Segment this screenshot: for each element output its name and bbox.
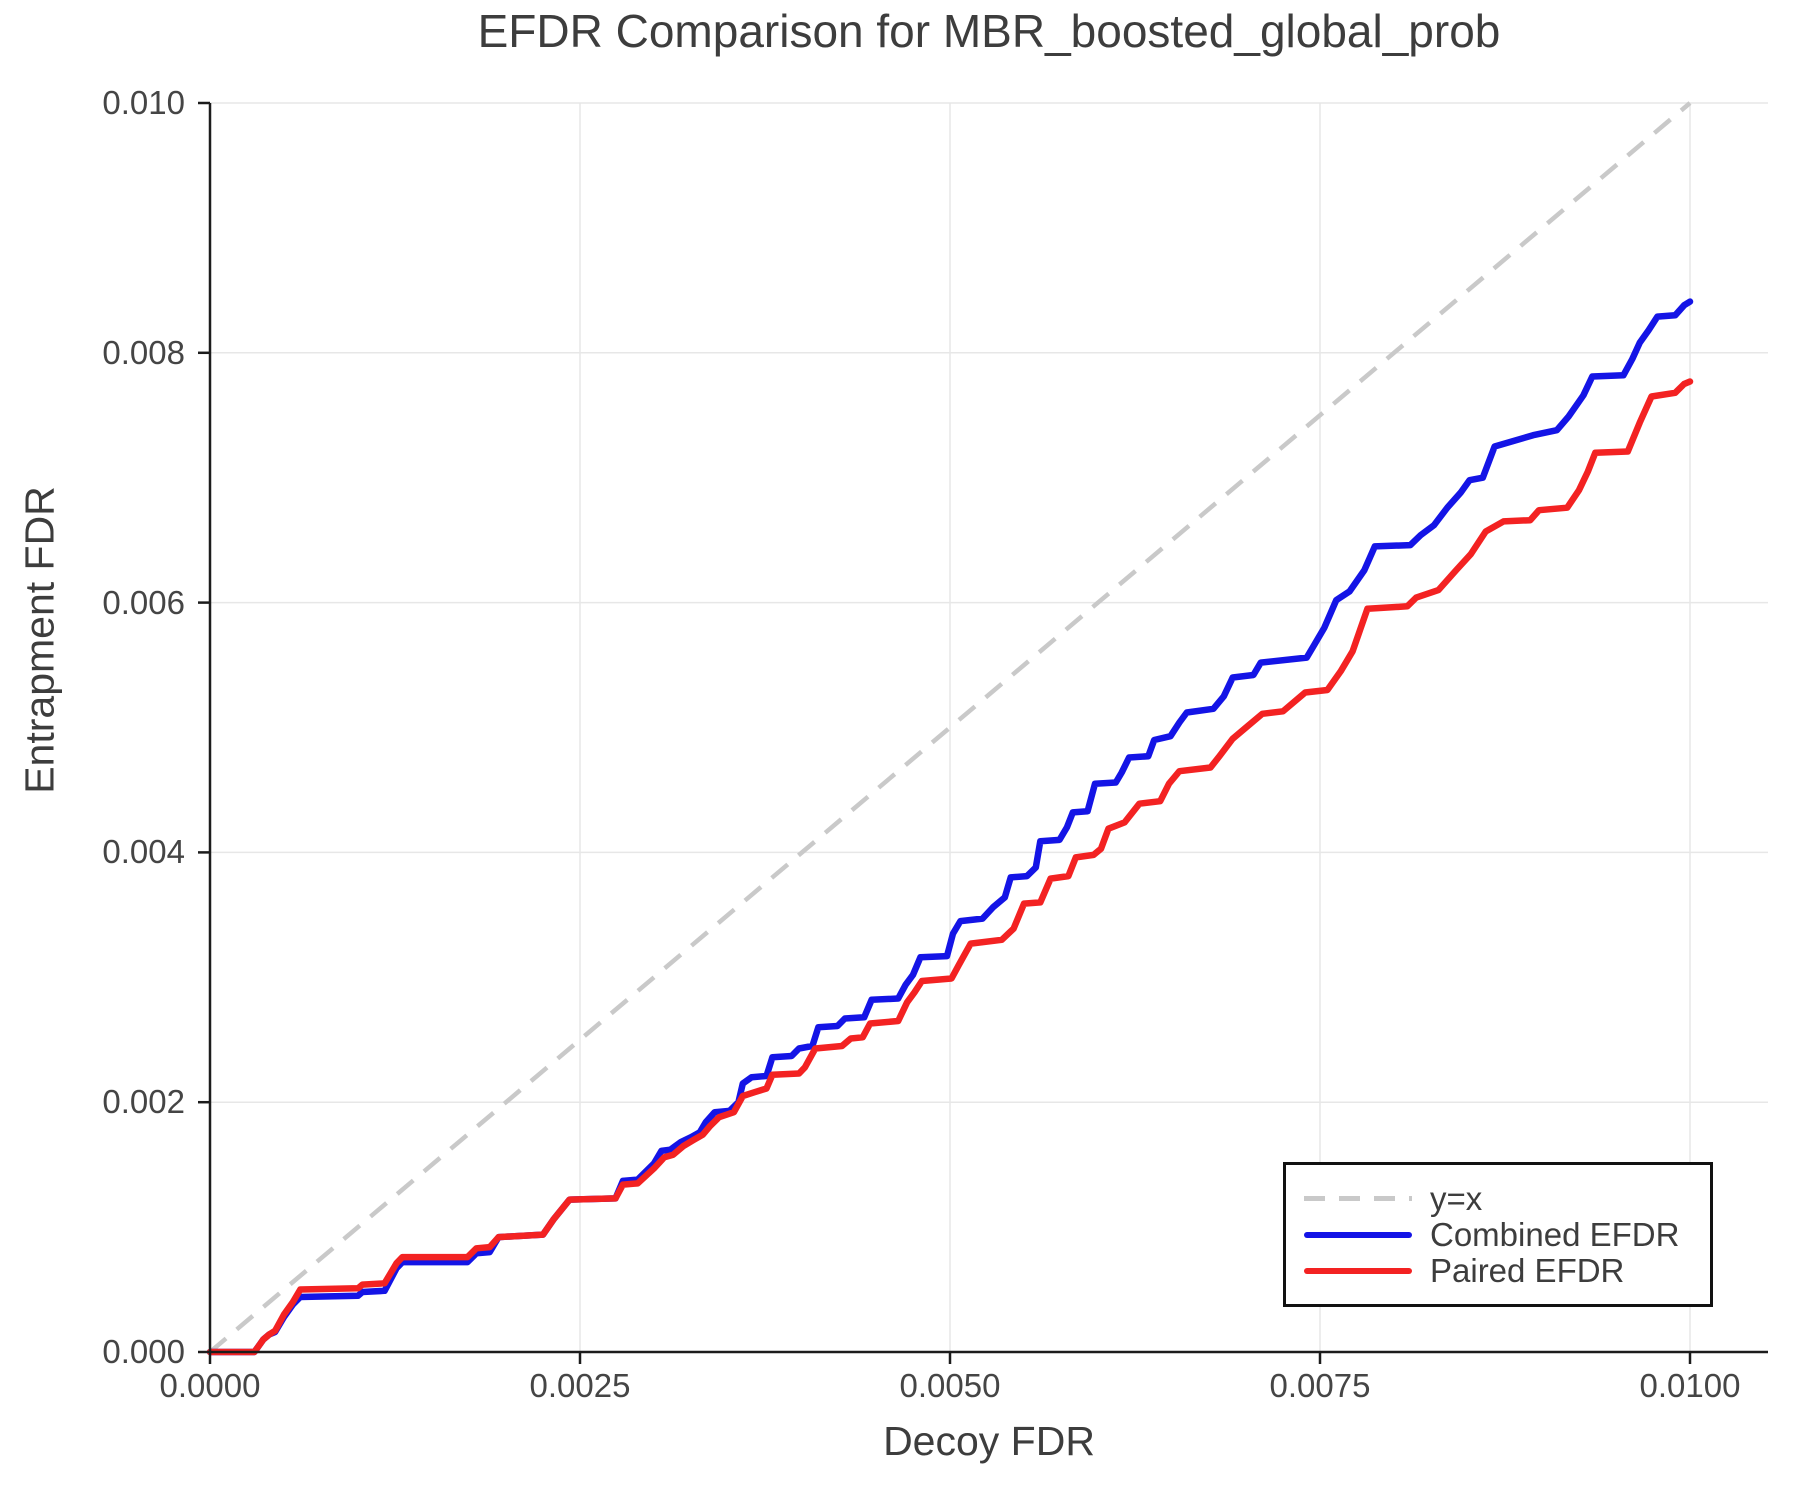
legend-label-yx: y=x [1430,1180,1483,1217]
y-axis-label: Entrapment FDR [16,486,63,794]
series-line-paired-efdr [206,378,1694,1356]
y-tick-label: 0.008 [102,333,185,371]
x-tick-label: 0.0100 [1639,1367,1741,1404]
y-tick-label: 0.000 [102,1333,185,1370]
y-tick-label: 0.004 [102,833,185,871]
chart-title: EFDR Comparison for MBR_boosted_global_p… [477,5,1501,57]
x-tick-label: 0.0075 [1269,1367,1371,1404]
x-tick-label: 0.0025 [529,1367,631,1404]
legend-label-paired-efdr: Paired EFDR [1430,1252,1625,1289]
y-tick-label: 0.002 [102,1083,185,1121]
x-axis-label: Decoy FDR [883,1418,1095,1464]
y-tick-label: 0.010 [102,84,185,121]
x-tick-label: 0.0050 [899,1367,1001,1404]
series-line-y-x [208,101,1692,1354]
legend-box: y=x Combined EFDR Paired EFDR [1283,1162,1713,1307]
legend-line-sample-dashed [1304,1196,1412,1201]
x-tick-label: 0.0000 [159,1367,261,1404]
legend-line-sample-red [1304,1267,1412,1274]
legend-item-combined-efdr: Combined EFDR [1304,1217,1710,1253]
legend-label-combined-efdr: Combined EFDR [1430,1216,1680,1253]
legend-line-sample-blue [1304,1231,1412,1238]
y-tick-label: 0.006 [102,583,185,621]
legend-item-paired-efdr: Paired EFDR [1304,1253,1710,1289]
legend-item-yx: y=x [1304,1181,1710,1217]
